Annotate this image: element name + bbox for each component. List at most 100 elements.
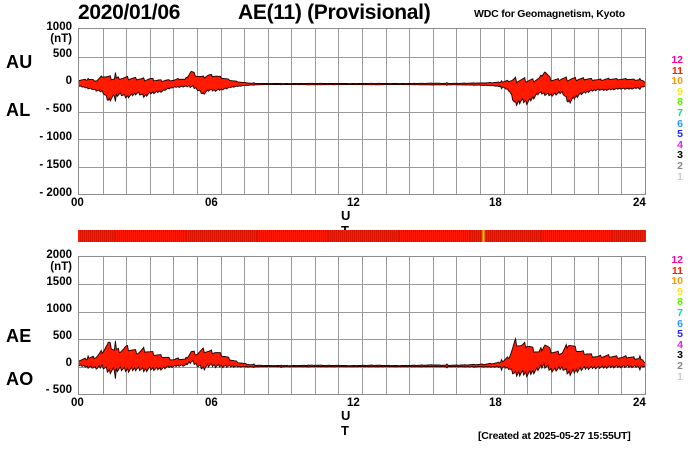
availability-tick: [523, 230, 525, 242]
availability-tick: [107, 230, 109, 242]
availability-tick: [263, 230, 265, 242]
availability-tick: [308, 230, 310, 242]
trace-upper-envelope: [79, 70, 645, 85]
availability-tick: [446, 230, 448, 242]
availability-tick: [553, 230, 555, 242]
availability-tick: [271, 230, 273, 242]
availability-tick: [204, 230, 206, 242]
x-tick-bot-2: 12: [347, 397, 360, 409]
legend-item-8: 8: [677, 296, 683, 309]
availability-tick: [425, 230, 427, 242]
availability-tick: [391, 230, 393, 242]
availability-tick: [488, 230, 490, 242]
availability-tick: [184, 230, 186, 242]
legend-top: 12 11 10 9 8 7 6 5 4 3 2 1: [657, 55, 683, 182]
legend-item-10: 10: [671, 75, 683, 88]
legend-item-9: 9: [677, 85, 683, 98]
availability-tick: [606, 230, 608, 242]
availability-tick: [369, 230, 371, 242]
availability-tick: [186, 230, 188, 242]
availability-tick: [598, 230, 600, 242]
legend-item-7: 7: [677, 106, 683, 119]
availability-tick: [371, 230, 373, 242]
availability-tick: [362, 230, 363, 242]
availability-tick: [221, 230, 223, 242]
y-tick-top-2: 0: [65, 75, 72, 87]
availability-tick: [198, 230, 200, 242]
availability-tick: [466, 230, 468, 242]
availability-tick: [403, 230, 405, 242]
availability-tick: [484, 230, 486, 242]
availability-tick: [415, 230, 417, 242]
availability-tick: [373, 230, 375, 242]
availability-tick: [314, 230, 316, 242]
availability-tick: [137, 230, 139, 242]
legend-item-1: 1: [677, 170, 683, 183]
availability-tick: [511, 230, 513, 242]
availability-tick: [399, 230, 401, 242]
availability-tick: [109, 230, 111, 242]
availability-tick: [178, 230, 180, 242]
availability-tick: [95, 230, 97, 242]
availability-tick: [241, 230, 243, 242]
availability-tick: [281, 230, 283, 242]
availability-tick: [91, 230, 93, 242]
availability-tick: [592, 230, 594, 242]
legend-item-6: 6: [677, 317, 683, 330]
availability-tick: [121, 230, 123, 242]
availability-tick: [431, 230, 433, 242]
availability-tick: [638, 230, 640, 242]
legend-item-3: 3: [677, 349, 683, 362]
y-tick-top-4: - 1000: [39, 131, 72, 143]
availability-tick: [472, 230, 474, 242]
availability-tick: [470, 230, 472, 242]
availability-tick: [89, 230, 91, 242]
availability-tick: [192, 230, 194, 242]
availability-tick: [208, 230, 210, 242]
availability-tick: [139, 230, 141, 242]
availability-tick: [421, 230, 423, 242]
availability-tick: [310, 230, 312, 242]
x-tick-top-0: 00: [71, 197, 84, 209]
availability-tick: [231, 230, 233, 242]
availability-tick: [571, 230, 573, 242]
availability-tick: [358, 230, 360, 242]
availability-tick: [640, 230, 642, 242]
availability-tick: [328, 230, 330, 242]
x-axis-label-bot: U T: [341, 408, 352, 438]
y-tick-top-3: - 500: [45, 103, 72, 115]
availability-tick: [227, 230, 229, 242]
availability-tick: [298, 230, 300, 242]
availability-tick: [312, 230, 314, 242]
availability-tick: [642, 230, 644, 242]
availability-tick: [440, 230, 442, 242]
y-tick-bot-1: 1500: [46, 276, 72, 288]
y-tick-top-6: - 2000: [39, 187, 72, 199]
availability-tick: [253, 230, 255, 242]
legend-item-9: 9: [677, 285, 683, 298]
legend-item-5: 5: [677, 128, 683, 141]
availability-tick: [594, 230, 596, 242]
availability-tick: [496, 230, 498, 242]
legend-item-1: 1: [677, 370, 683, 383]
availability-tick: [269, 230, 271, 242]
availability-tick: [133, 230, 135, 242]
availability-tick: [452, 230, 454, 242]
availability-tick: [85, 230, 87, 242]
availability-tick: [529, 230, 531, 242]
availability-tick: [367, 230, 369, 242]
availability-tick: [261, 230, 263, 242]
availability-tick: [354, 230, 356, 242]
availability-tick: [365, 230, 367, 242]
availability-tick: [188, 230, 190, 242]
ae-label: AE: [6, 326, 32, 346]
availability-tick: [419, 230, 421, 242]
availability-tick: [334, 230, 336, 242]
availability-tick: [608, 230, 610, 242]
availability-tick: [229, 230, 231, 242]
availability-tick: [340, 230, 342, 242]
availability-tick: [620, 230, 622, 242]
availability-tick: [289, 230, 291, 242]
availability-tick: [237, 230, 239, 242]
ae-ao-trace: [79, 337, 645, 379]
